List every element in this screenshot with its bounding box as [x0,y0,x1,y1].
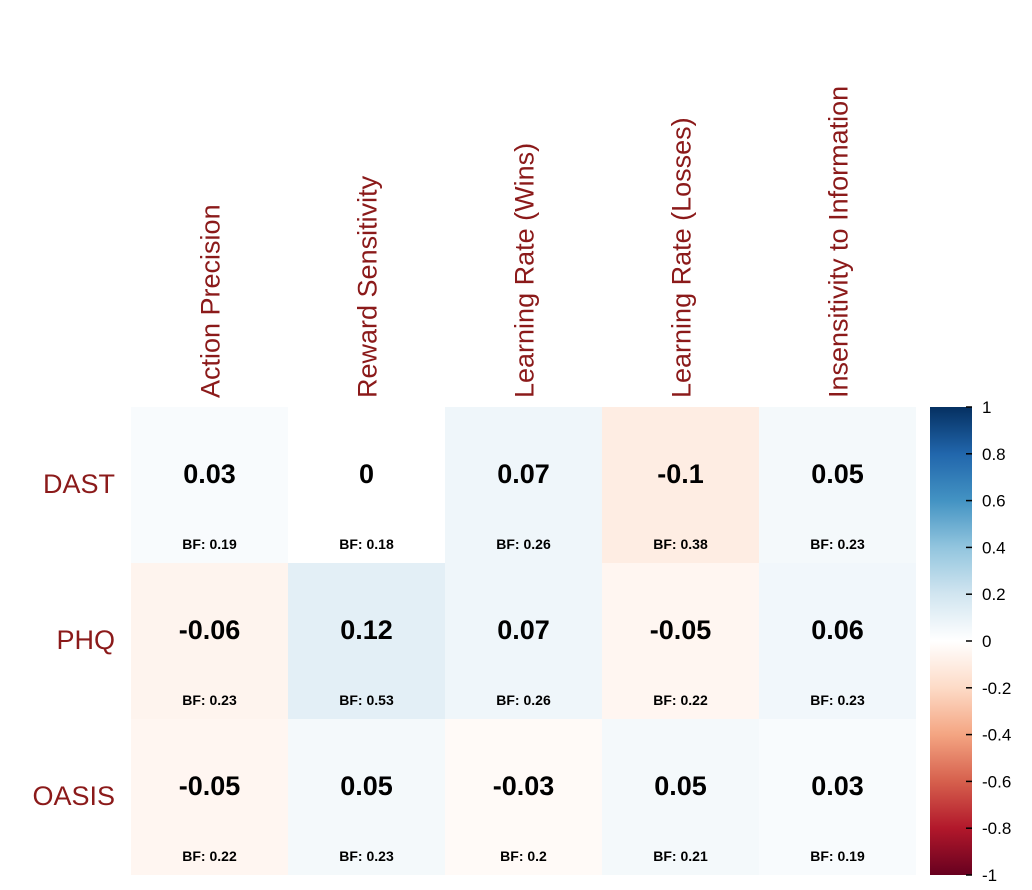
cell-bf-label: BF: 0.22 [182,848,237,864]
heatmap-text: Action Precision Reward Sensitivity Learni… [32,86,864,864]
colorbar-tick-label: -1 [982,866,997,885]
heatmap-cell [288,407,445,563]
colorbar-tick-label: -0.4 [982,726,1011,745]
cell-bf-label: BF: 0.23 [810,536,865,552]
cell-bf-label: BF: 0.53 [339,692,394,708]
cell-value-label: -0.05 [650,615,712,645]
cell-bf-label: BF: 0.38 [653,536,708,552]
cell-value-label: -0.05 [179,771,241,801]
cell-value-label: 0.06 [811,615,864,645]
cell-value-label: -0.03 [493,771,555,801]
heatmap-cell [759,719,916,875]
cell-bf-label: BF: 0.19 [182,536,237,552]
heatmap-cell [602,407,759,563]
cell-value-label: 0.07 [497,459,550,489]
cell-value-label: 0.03 [811,771,864,801]
column-label: Learning Rate (Wins) [510,143,540,398]
row-label: DAST [43,469,115,499]
cell-bf-label: BF: 0.26 [496,536,551,552]
cell-value-label: -0.1 [657,459,704,489]
heatmap-cells [131,407,916,875]
cell-bf-label: BF: 0.26 [496,692,551,708]
heatmap-cell [288,563,445,719]
cell-bf-label: BF: 0.23 [339,848,394,864]
cell-bf-label: BF: 0.23 [810,692,865,708]
cell-bf-label: BF: 0.18 [339,536,394,552]
cell-bf-label: BF: 0.21 [653,848,708,864]
heatmap-cell [445,407,602,563]
heatmap-cell [288,719,445,875]
colorbar-tick-label: 1 [982,398,991,417]
colorbar-tick-label: -0.8 [982,819,1011,838]
colorbar-tick-label: 0.6 [982,492,1006,511]
heatmap-cell [759,563,916,719]
heatmap-cell [131,407,288,563]
colorbar-tick-label: 0.2 [982,585,1006,604]
column-label: Action Precision [196,204,226,398]
cell-bf-label: BF: 0.22 [653,692,708,708]
row-label: PHQ [56,625,115,655]
colorbar-tick-label: 0.4 [982,538,1006,557]
heatmap-cell [131,719,288,875]
cell-value-label: 0 [359,459,374,489]
heatmap-cell [759,407,916,563]
colorbar-gradient [930,407,972,875]
cell-value-label: -0.06 [179,615,241,645]
column-label: Insensitivity to Information [824,86,854,398]
heatmap-cell [602,719,759,875]
cell-bf-label: BF: 0.2 [500,848,547,864]
row-label: OASIS [32,781,115,811]
colorbar-tick-label: -0.2 [982,679,1011,698]
cell-bf-label: BF: 0.23 [182,692,237,708]
cell-value-label: 0.05 [340,771,393,801]
colorbar-tick-label: 0.8 [982,445,1006,464]
column-label: Learning Rate (Losses) [667,117,697,398]
heatmap-cell [131,563,288,719]
cell-value-label: 0.12 [340,615,393,645]
colorbar: 1 0.8 0.6 0.4 0.2 0 -0.2 -0.4 -0.6 -0.8 -1 [930,398,1011,885]
heatmap-cell [445,719,602,875]
cell-value-label: 0.03 [183,459,236,489]
column-label: Reward Sensitivity [353,175,383,398]
colorbar-tick-label: 0 [982,632,991,651]
cell-value-label: 0.07 [497,615,550,645]
heatmap-cell [602,563,759,719]
colorbar-tick-label: -0.6 [982,772,1011,791]
cell-value-label: 0.05 [654,771,707,801]
cell-bf-label: BF: 0.19 [810,848,865,864]
heatmap-cell [445,563,602,719]
cell-value-label: 0.05 [811,459,864,489]
